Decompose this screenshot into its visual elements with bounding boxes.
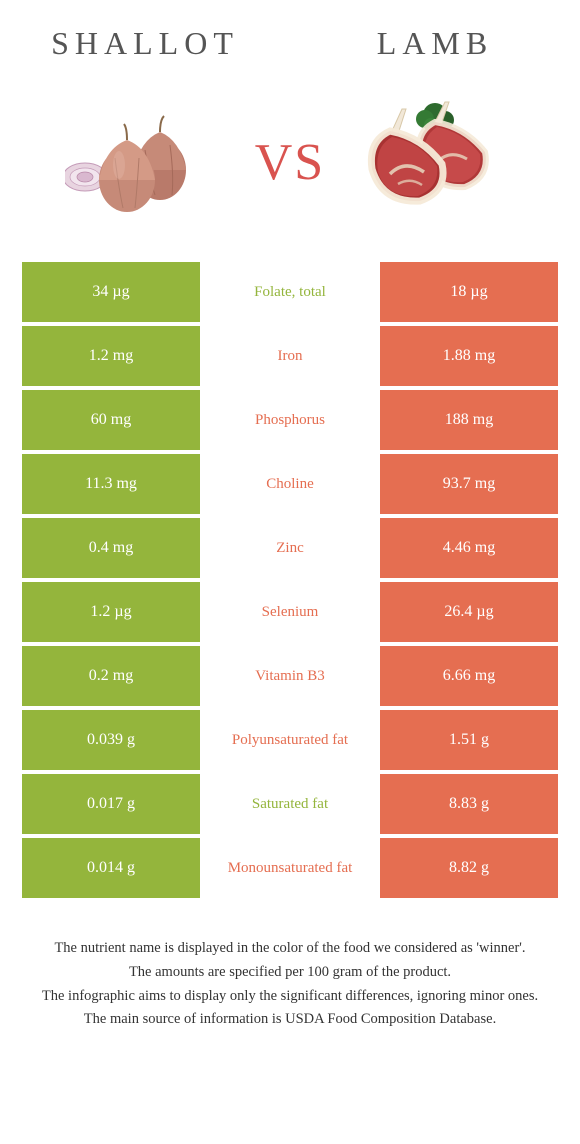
left-value: 0.017 g: [22, 774, 200, 834]
left-value: 1.2 µg: [22, 582, 200, 642]
table-row: 0.4 mgZinc4.46 mg: [22, 518, 558, 578]
shallot-image: [55, 92, 235, 232]
table-row: 0.039 gPolyunsaturated fat1.51 g: [22, 710, 558, 770]
right-value: 18 µg: [380, 262, 558, 322]
footer-line: The amounts are specified per 100 gram o…: [30, 962, 550, 984]
table-row: 34 µgFolate, total18 µg: [22, 262, 558, 322]
footer-notes: The nutrient name is displayed in the co…: [30, 938, 550, 1031]
comparison-table: 34 µgFolate, total18 µg1.2 mgIron1.88 mg…: [22, 262, 558, 898]
nutrient-label: Iron: [200, 326, 380, 386]
left-food-title: Shallot: [0, 25, 290, 62]
right-value: 188 mg: [380, 390, 558, 450]
vs-label: VS: [255, 133, 325, 192]
footer-line: The main source of information is USDA F…: [30, 1009, 550, 1031]
table-row: 60 mgPhosphorus188 mg: [22, 390, 558, 450]
table-row: 11.3 mgCholine93.7 mg: [22, 454, 558, 514]
right-value: 93.7 mg: [380, 454, 558, 514]
right-value: 8.82 g: [380, 838, 558, 898]
nutrient-label: Choline: [200, 454, 380, 514]
table-row: 0.014 gMonounsaturated fat8.82 g: [22, 838, 558, 898]
nutrient-label: Folate, total: [200, 262, 380, 322]
table-row: 0.2 mgVitamin B36.66 mg: [22, 646, 558, 706]
right-food-title: Lamb: [290, 25, 580, 62]
left-value: 0.2 mg: [22, 646, 200, 706]
left-value: 60 mg: [22, 390, 200, 450]
right-value: 8.83 g: [380, 774, 558, 834]
nutrient-label: Zinc: [200, 518, 380, 578]
right-value: 4.46 mg: [380, 518, 558, 578]
images-row: VS: [0, 72, 580, 262]
nutrient-label: Vitamin B3: [200, 646, 380, 706]
footer-line: The infographic aims to display only the…: [30, 986, 550, 1008]
nutrient-label: Saturated fat: [200, 774, 380, 834]
right-value: 1.51 g: [380, 710, 558, 770]
right-value: 1.88 mg: [380, 326, 558, 386]
nutrient-label: Selenium: [200, 582, 380, 642]
right-value: 6.66 mg: [380, 646, 558, 706]
table-row: 1.2 mgIron1.88 mg: [22, 326, 558, 386]
right-value: 26.4 µg: [380, 582, 558, 642]
left-value: 0.039 g: [22, 710, 200, 770]
left-value: 1.2 mg: [22, 326, 200, 386]
nutrient-label: Phosphorus: [200, 390, 380, 450]
nutrient-label: Polyunsaturated fat: [200, 710, 380, 770]
footer-line: The nutrient name is displayed in the co…: [30, 938, 550, 960]
header: Shallot Lamb: [0, 0, 580, 72]
nutrient-label: Monounsaturated fat: [200, 838, 380, 898]
left-value: 11.3 mg: [22, 454, 200, 514]
table-row: 1.2 µgSelenium26.4 µg: [22, 582, 558, 642]
left-value: 0.014 g: [22, 838, 200, 898]
lamb-image: [345, 92, 525, 232]
left-value: 0.4 mg: [22, 518, 200, 578]
left-value: 34 µg: [22, 262, 200, 322]
table-row: 0.017 gSaturated fat8.83 g: [22, 774, 558, 834]
